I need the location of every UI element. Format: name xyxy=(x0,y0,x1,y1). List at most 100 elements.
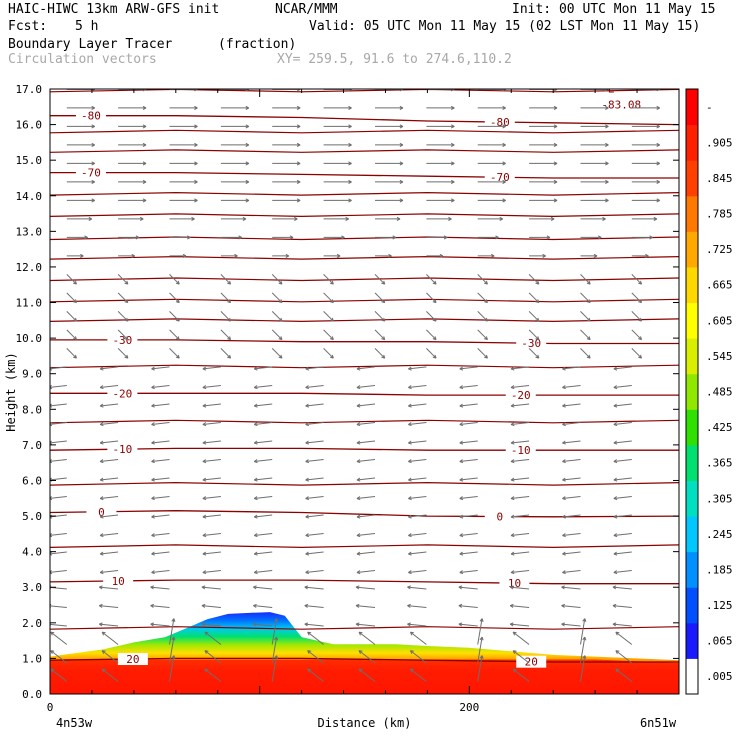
isotherm-label-bg xyxy=(505,444,536,457)
isotherm-line-20 xyxy=(50,657,679,663)
circulation-vector xyxy=(118,253,136,258)
circulation-vector xyxy=(509,585,530,590)
circulation-vector xyxy=(580,216,606,221)
circulation-vector xyxy=(458,622,478,627)
circulation-vector xyxy=(355,603,376,608)
isotherm-label: -80 xyxy=(81,110,101,123)
circulation-vector xyxy=(631,348,643,359)
circulation-vector xyxy=(426,161,455,166)
circulation-vector xyxy=(151,366,170,371)
circulation-vector xyxy=(323,142,352,147)
isotherm-line xyxy=(50,213,679,218)
isotherm-label: -10 xyxy=(112,443,132,456)
circulation-vector xyxy=(459,477,478,482)
circulation-vector xyxy=(631,329,643,341)
circulation-vector xyxy=(99,551,119,556)
circulation-vector xyxy=(458,585,478,590)
circulation-vector xyxy=(253,459,273,464)
y-tick-label: 5.0 xyxy=(22,510,42,523)
colorbar-label: .065 xyxy=(706,635,733,648)
circulation-vector xyxy=(375,198,404,203)
colorbar-swatch xyxy=(686,622,698,659)
circulation-vector xyxy=(151,551,170,556)
circulation-vector xyxy=(169,618,176,645)
circulation-vector xyxy=(409,631,427,645)
circulation-vector xyxy=(426,179,455,184)
circulation-vector xyxy=(66,198,96,203)
circulation-vector xyxy=(529,124,558,129)
isotherm-line--10 xyxy=(50,447,679,451)
circulation-vector xyxy=(220,142,250,147)
circulation-vector xyxy=(66,348,77,359)
isotherm-label-bg xyxy=(484,171,515,184)
circulation-vector xyxy=(99,570,119,575)
colorbar-frame xyxy=(685,88,699,695)
circulation-vector xyxy=(477,216,504,221)
circulation-vector xyxy=(50,603,67,608)
circulation-vector xyxy=(408,403,427,408)
circulation-vector xyxy=(66,216,93,221)
isotherm-line xyxy=(50,626,679,630)
circulation-vector xyxy=(50,403,67,408)
y-tick-label: 14.0 xyxy=(16,190,43,203)
circulation-vector xyxy=(323,348,334,359)
isotherm-line xyxy=(50,298,679,303)
circulation-vector xyxy=(151,385,170,390)
circulation-vector xyxy=(562,403,581,408)
circulation-vector xyxy=(562,385,581,390)
circulation-vector xyxy=(562,570,581,575)
circulation-vector xyxy=(253,496,273,501)
colorbar-swatch xyxy=(686,160,698,197)
circulation-vector xyxy=(253,385,273,390)
model-title: HAIC-HIWC 13km ARW-GFS init xyxy=(8,2,220,17)
circulation-vector xyxy=(169,329,180,341)
circulation-vector xyxy=(99,477,119,482)
circulation-vector xyxy=(477,348,488,359)
circulation-vector xyxy=(477,142,506,147)
circulation-vector xyxy=(510,403,530,408)
colorbar-swatch xyxy=(686,373,698,410)
circulation-vector xyxy=(613,422,632,427)
circulation-vector xyxy=(220,253,238,258)
circulation-vector xyxy=(271,348,283,359)
circulation-vector xyxy=(529,179,558,184)
circulation-vector xyxy=(477,105,506,110)
circulation-vector xyxy=(613,533,632,538)
circulation-vector xyxy=(408,514,427,519)
isotherm-line xyxy=(50,255,679,260)
circulation-vector xyxy=(118,161,147,166)
field-units: (fraction) xyxy=(218,37,297,52)
circulation-vector xyxy=(323,198,352,203)
circulation-vector xyxy=(99,514,119,519)
circulation-vector xyxy=(305,570,324,575)
circulation-vector xyxy=(150,585,170,590)
circulation-vector xyxy=(305,459,324,464)
circulation-vector xyxy=(272,253,290,258)
colorbar-label: .605 xyxy=(706,314,733,327)
circulation-vector xyxy=(99,533,119,538)
isotherm-line xyxy=(50,481,679,486)
circulation-vector xyxy=(169,348,180,359)
circulation-vector xyxy=(528,329,540,341)
circulation-vector xyxy=(510,385,530,390)
circulation-vector xyxy=(220,161,250,166)
circulation-vector xyxy=(631,235,653,240)
circulation-vector xyxy=(375,124,404,129)
colorbar-swatch xyxy=(686,551,698,588)
isotherm-line--20 xyxy=(50,392,679,396)
colorbar-swatch xyxy=(686,658,698,695)
circulation-vector xyxy=(512,668,530,682)
circulation-vector xyxy=(151,440,170,445)
colorbar-label: .245 xyxy=(706,528,733,541)
circulation-vector xyxy=(426,235,448,240)
isotherm-label-bg xyxy=(75,166,106,179)
circulation-vector xyxy=(510,514,530,519)
circulation-vector xyxy=(305,551,324,556)
colorbar-swatch xyxy=(686,231,698,268)
isotherm-line xyxy=(50,544,679,549)
circulation-vector xyxy=(426,124,455,129)
circulation-vector xyxy=(50,551,67,556)
circulation-vector xyxy=(408,459,427,464)
circulation-vector xyxy=(323,329,334,341)
circulation-vector xyxy=(253,585,273,590)
